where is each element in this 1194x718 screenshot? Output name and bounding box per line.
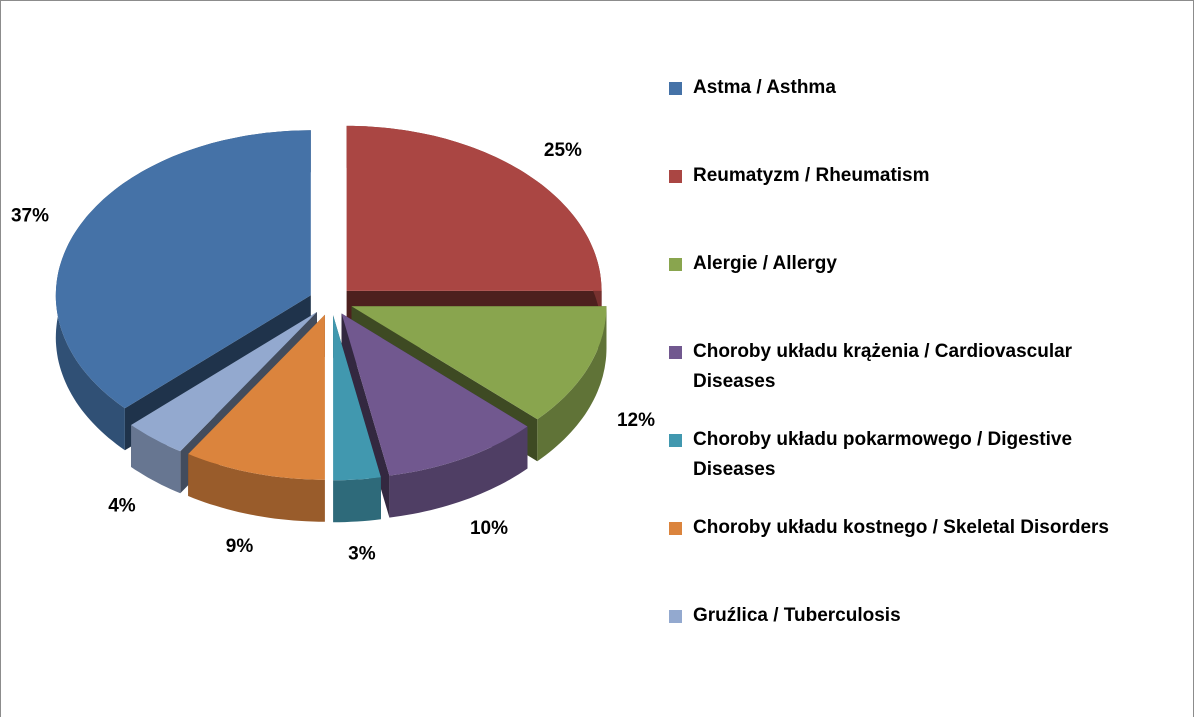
legend-item: Choroby układu kostnego / Skeletal Disor… [669, 513, 1149, 543]
legend-swatch [669, 258, 682, 271]
legend-label: Choroby układu pokarmowego / Digestive D… [693, 429, 1073, 480]
legend-label: Choroby układu kostnego / Skeletal Disor… [693, 517, 1109, 538]
data-label: 4% [108, 496, 136, 517]
legend-item: Choroby układu krążenia / Cardiovascular… [669, 337, 1149, 397]
legend-item: Gruźlica / Tuberculosis [669, 601, 1149, 631]
legend-swatch [669, 82, 682, 95]
legend-item: Reumatyzm / Rheumatism [669, 161, 1149, 191]
pie-area: 37% 25% 12% 10% 3% 9% 4% [11, 125, 655, 564]
data-label: 9% [226, 536, 254, 557]
slice [341, 313, 528, 476]
data-label: 25% [544, 140, 582, 161]
legend-item: Choroby układu pokarmowego / Digestive D… [669, 425, 1149, 485]
legend-swatch [669, 346, 682, 359]
slice [351, 306, 607, 420]
legend-swatch [669, 434, 682, 447]
slice-side [333, 477, 381, 523]
legend-label: Reumatyzm / Rheumatism [693, 165, 930, 186]
legend-swatch [669, 522, 682, 535]
data-label: 12% [617, 410, 655, 431]
slice [333, 315, 381, 481]
data-label: 37% [11, 206, 49, 227]
legend-label: Gruźlica / Tuberculosis [693, 605, 901, 626]
slice-side [188, 454, 325, 522]
slice [188, 314, 325, 480]
legend-label: Astma / Asthma [693, 77, 836, 98]
legend-label: Alergie / Allergy [693, 253, 837, 274]
data-label: 3% [348, 543, 376, 564]
legend-swatch [669, 610, 682, 623]
slice-side [389, 426, 528, 518]
data-label: 10% [470, 518, 508, 539]
legend-item: Alergie / Allergy [669, 249, 1149, 279]
legend-swatch [669, 170, 682, 183]
slice-side [537, 306, 607, 462]
slice [346, 125, 602, 291]
slice-side [131, 425, 181, 494]
slice [131, 312, 317, 452]
legend-item: Astma / Asthma [669, 73, 1149, 103]
slice [55, 130, 311, 409]
legend-label: Choroby układu krążenia / Cardiovascular… [693, 341, 1073, 392]
